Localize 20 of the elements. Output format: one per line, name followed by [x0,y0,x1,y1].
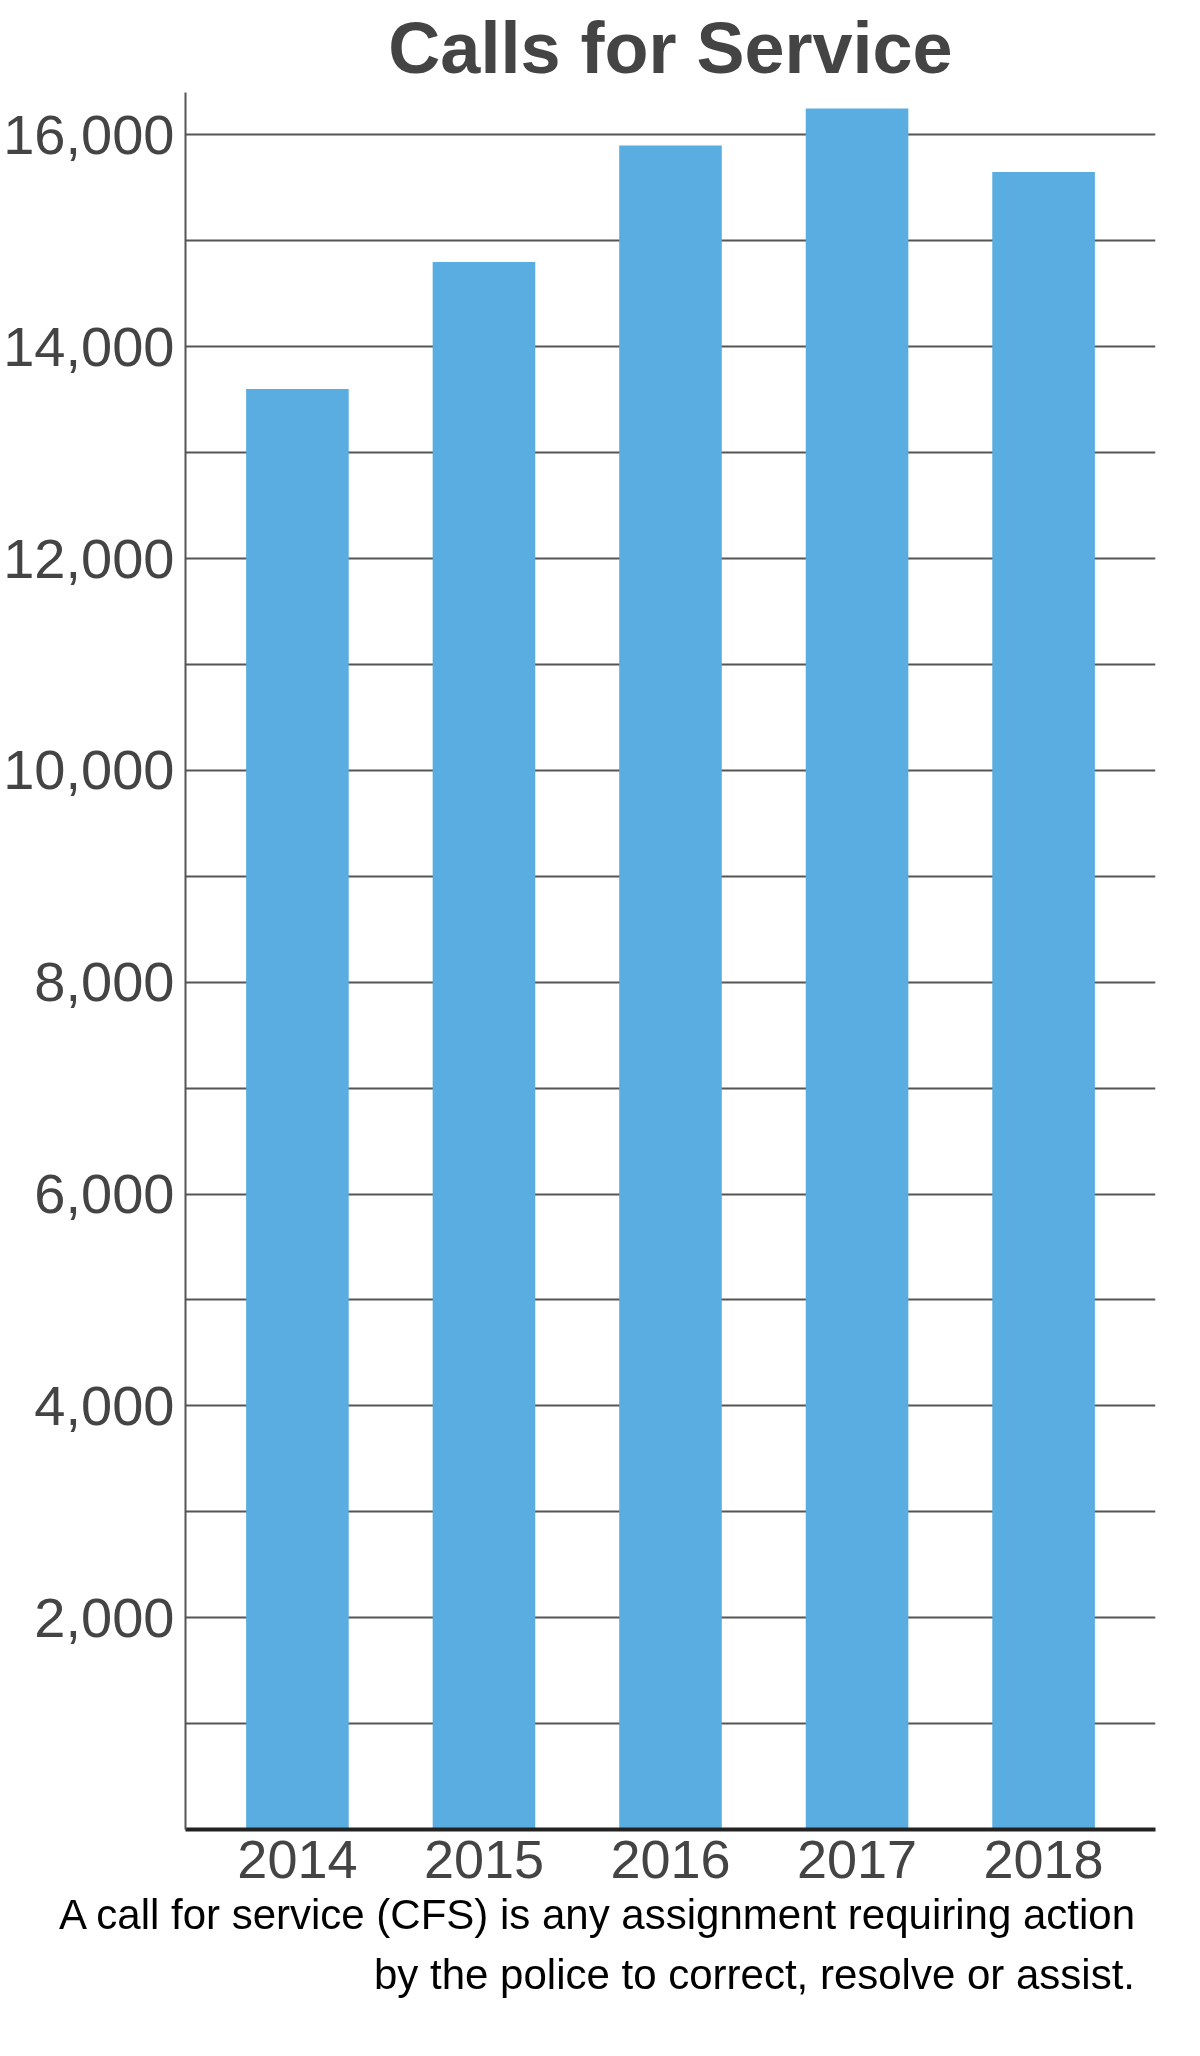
y-tick-label: 16,000 [3,102,175,166]
y-tick-label: 8,000 [34,950,175,1014]
y-tick-label: 6,000 [34,1162,175,1226]
bar [619,145,722,1830]
bar [432,261,536,1830]
text: A call for service (CFS) is any assignment requiring action by the police to correct, resolve or assist. [58,1891,1135,1998]
y-tick-label: 2,000 [34,1585,175,1649]
y-tick-label: 10,000 [3,738,175,802]
x-tick-label: 2016 [610,1828,731,1889]
bar [246,389,349,1830]
chart-title: Calls for Service [388,7,953,88]
x-tick-label: 2018 [983,1828,1104,1889]
y-tick-label: 14,000 [3,314,175,378]
x-tick-label: 2014 [237,1828,358,1889]
y-tick-label: 12,000 [3,526,175,590]
bar [805,108,909,1830]
x-tick-label: 2015 [423,1828,545,1889]
bar [992,171,1095,1830]
x-tick-label: 2017 [796,1828,918,1889]
y-tick-label: 4,000 [34,1373,175,1437]
